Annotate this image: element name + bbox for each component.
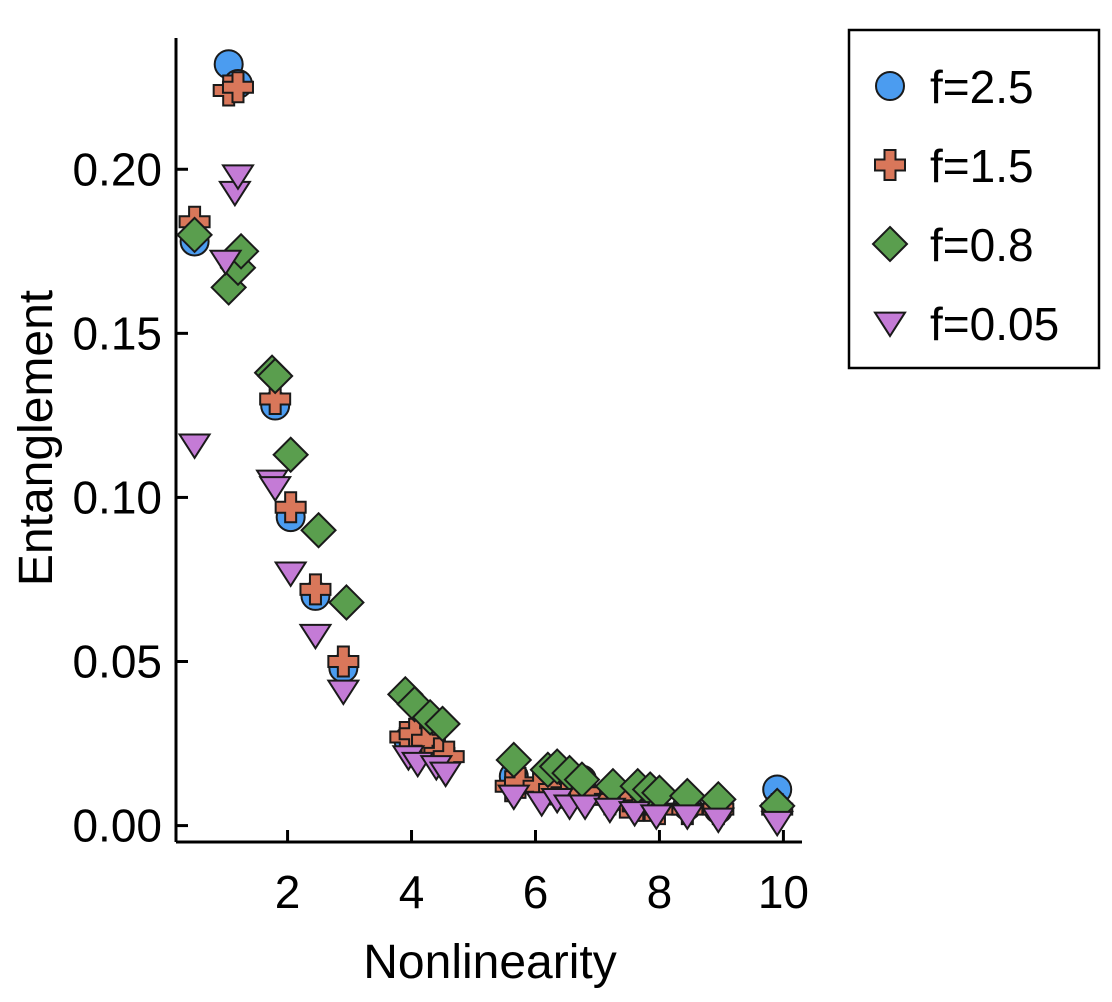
data-point (298, 623, 333, 651)
data-point (760, 810, 795, 838)
data-point (300, 511, 337, 549)
data-point (424, 705, 461, 743)
legend-item: f=0.05 (873, 298, 1059, 350)
y-axis-label: Entanglement (10, 290, 63, 586)
data-point (428, 761, 463, 788)
y-tick-label: 0.05 (72, 636, 162, 688)
data-point (326, 679, 361, 706)
data-point (328, 584, 365, 621)
data-point (259, 382, 292, 415)
legend-marker-diamond (871, 225, 909, 263)
x-tick-label: 2 (275, 866, 301, 918)
x-tick-label: 10 (758, 866, 809, 918)
series-triangle-down (177, 164, 795, 838)
data-point (273, 561, 308, 588)
legend-marker-plus (874, 149, 906, 181)
legend-label: f=0.05 (930, 298, 1059, 350)
data-point (639, 804, 674, 831)
axes (174, 38, 802, 844)
data-points (176, 49, 796, 838)
x-tick-label: 8 (647, 866, 673, 918)
data-point (496, 784, 531, 811)
series-circle (179, 49, 793, 825)
series-diamond (176, 216, 796, 825)
data-point (503, 766, 536, 799)
legend-items: f=2.5 f=1.5 f=0.8 f=0.05 (871, 61, 1059, 350)
data-point (568, 794, 602, 821)
legend-item: f=1.5 (874, 140, 1034, 192)
data-point (670, 804, 705, 831)
data-point (221, 71, 254, 104)
legend-label: f=1.5 (930, 140, 1034, 192)
y-tick-label: 0.00 (72, 800, 162, 852)
y-tick-label: 0.20 (72, 143, 162, 195)
data-point (177, 433, 212, 460)
legend-label: f=2.5 (930, 61, 1034, 113)
data-point (176, 216, 214, 254)
x-ticks: 2 4 6 8 10 (275, 830, 809, 918)
data-point (593, 797, 627, 825)
legend-label: f=0.8 (930, 219, 1034, 271)
legend-item: f=2.5 (875, 61, 1034, 113)
data-point (299, 573, 332, 606)
x-tick-label: 6 (523, 866, 549, 918)
x-tick-label: 4 (399, 866, 425, 918)
data-point (274, 491, 307, 524)
data-point (327, 645, 360, 678)
legend-marker-circle (875, 71, 905, 101)
data-point (256, 357, 294, 395)
legend: f=2.5 f=1.5 f=0.8 f=0.05 (847, 28, 1101, 370)
series-plus (178, 71, 794, 826)
data-point (495, 741, 533, 779)
y-ticks: 0.00 0.05 0.10 0.15 0.20 (72, 143, 188, 852)
legend-marker-triangle-down (873, 311, 907, 338)
legend-item: f=0.8 (871, 219, 1034, 271)
data-point (221, 164, 255, 191)
x-axis-label: Nonlinearity (363, 936, 616, 989)
data-point (272, 436, 310, 474)
y-tick-label: 0.10 (72, 471, 162, 523)
y-tick-label: 0.15 (72, 307, 162, 359)
data-point (208, 249, 243, 277)
data-point (258, 476, 292, 503)
data-point (701, 807, 736, 834)
